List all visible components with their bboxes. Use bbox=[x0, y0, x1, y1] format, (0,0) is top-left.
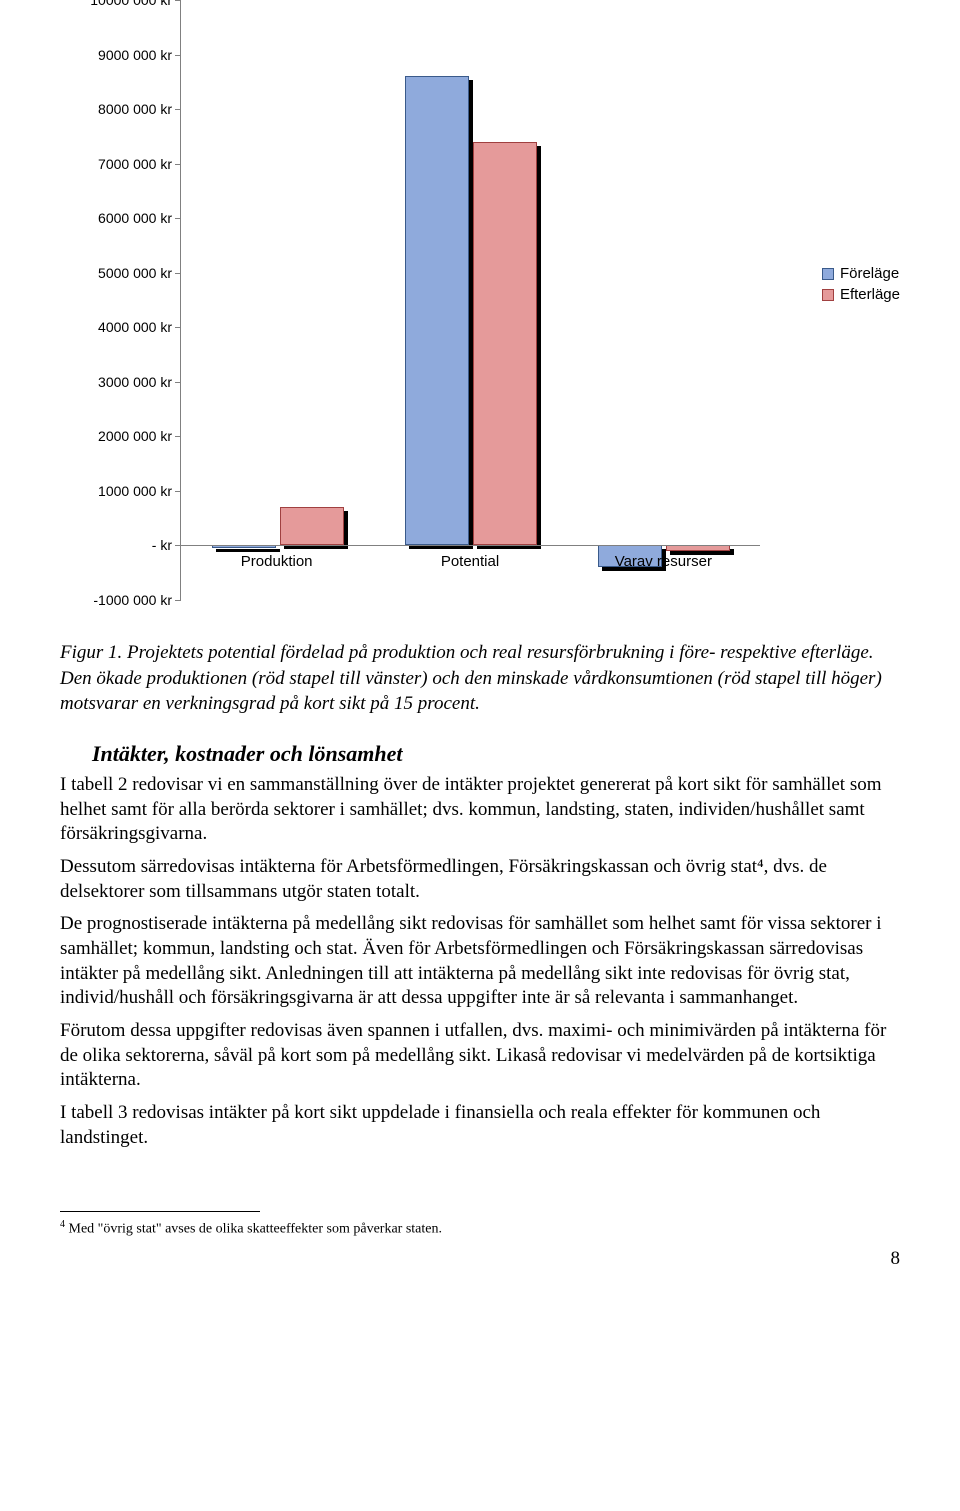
bar bbox=[473, 142, 537, 546]
y-axis-label: 7000 000 kr bbox=[98, 156, 172, 172]
body-paragraph: Förutom dessa uppgifter redovisas även s… bbox=[60, 1019, 900, 1093]
footnote: 4 Med "övrig stat" avses de olika skatte… bbox=[60, 1218, 900, 1239]
y-axis-label: 3000 000 kr bbox=[98, 374, 172, 390]
y-axis-label: 9000 000 kr bbox=[98, 47, 172, 63]
figure-caption: Figur 1. Projektets potential fördelad p… bbox=[60, 640, 900, 717]
bar bbox=[405, 76, 469, 545]
chart-legend: Föreläge Efterläge bbox=[822, 265, 900, 307]
y-axis-label: -1000 000 kr bbox=[93, 592, 172, 608]
y-axis-label: 8000 000 kr bbox=[98, 101, 172, 117]
page-number: 8 bbox=[60, 1248, 900, 1270]
section-heading: Intäkter, kostnader och lönsamhet bbox=[60, 741, 900, 767]
body-paragraph: I tabell 2 redovisar vi en sammanställni… bbox=[60, 773, 900, 847]
legend-swatch bbox=[822, 289, 834, 301]
body-paragraph: De prognostiserade intäkterna på medellå… bbox=[60, 912, 900, 1011]
y-axis-label: 5000 000 kr bbox=[98, 265, 172, 281]
y-axis: -1000 000 kr- kr1000 000 kr2000 000 kr30… bbox=[60, 0, 180, 600]
x-axis-label: Varav resurser bbox=[615, 553, 712, 570]
legend-label: Föreläge bbox=[840, 265, 899, 282]
y-axis-label: 1000 000 kr bbox=[98, 483, 172, 499]
legend-label: Efterläge bbox=[840, 286, 900, 303]
legend-swatch bbox=[822, 268, 834, 280]
y-axis-label: 10000 000 kr bbox=[90, 0, 172, 8]
bars-layer bbox=[181, 0, 760, 600]
footnote-rule bbox=[60, 1211, 260, 1212]
body-paragraph: Dessutom särredovisas intäkterna för Arb… bbox=[60, 855, 900, 904]
footnote-marker: 4 bbox=[60, 1219, 65, 1230]
body-text-container: I tabell 2 redovisar vi en sammanställni… bbox=[60, 773, 900, 1151]
bar-chart: -1000 000 kr - kr 1000 000 kr 2000 000 kr 30… bbox=[60, 0, 900, 630]
legend-item: Föreläge bbox=[822, 265, 900, 282]
bar bbox=[280, 507, 344, 545]
legend-item: Efterläge bbox=[822, 286, 900, 303]
plot-area bbox=[180, 0, 760, 600]
y-axis-label: 2000 000 kr bbox=[98, 428, 172, 444]
y-axis-label: 6000 000 kr bbox=[98, 210, 172, 226]
y-axis-label: 4000 000 kr bbox=[98, 319, 172, 335]
x-axis-label: Produktion bbox=[241, 553, 313, 570]
body-paragraph: I tabell 3 redovisas intäkter på kort si… bbox=[60, 1101, 900, 1150]
y-axis-label: - kr bbox=[152, 537, 172, 553]
x-axis-label: Potential bbox=[441, 553, 499, 570]
footnote-text: Med "övrig stat" avses de olika skatteef… bbox=[69, 1221, 443, 1236]
